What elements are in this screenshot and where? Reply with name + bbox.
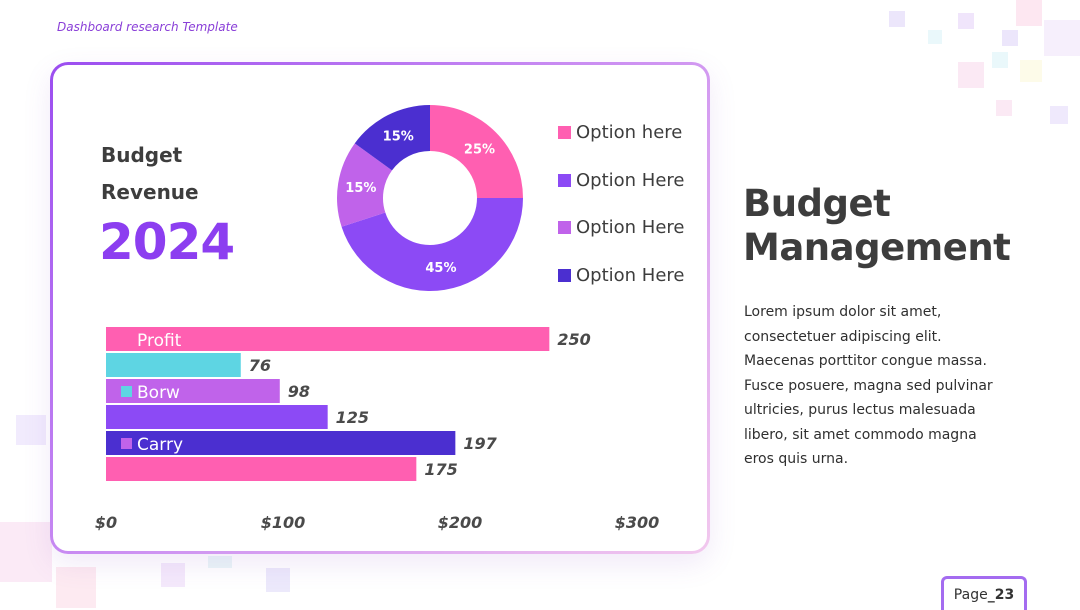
budget-label-line2: Revenue	[101, 180, 199, 204]
page-number: _23	[987, 586, 1015, 603]
donut-chart: 25% 45% 15% 15%	[337, 105, 523, 291]
legend-label: Option Here	[576, 264, 685, 286]
budget-label-line1: Budget	[101, 143, 183, 167]
bar-value-label: 197	[463, 434, 497, 453]
dashboard-card: Budget Revenue 2024 Option here Option H…	[50, 62, 710, 554]
body-paragraph: Lorem ipsum dolor sit amet, consectetuer…	[744, 304, 993, 467]
bar-value-label: 76	[249, 356, 271, 375]
bar-label-marker	[121, 386, 132, 397]
decorative-square	[16, 415, 46, 445]
donut-slice	[430, 105, 523, 198]
donut-slice	[337, 143, 392, 227]
donut-slice-label: 25%	[464, 143, 495, 158]
bar	[106, 327, 550, 351]
decorative-square	[928, 30, 942, 44]
donut-slice-label: 45%	[425, 261, 456, 276]
bar-value-label: 125	[336, 408, 369, 427]
decorative-square	[992, 52, 1008, 68]
bar-inline-label: Profit	[137, 331, 182, 351]
main-title: Budget Management	[743, 182, 1011, 270]
main-title-line1: Budget	[743, 182, 891, 225]
bar-inline-label: Borw	[137, 383, 180, 403]
legend-swatch	[558, 268, 571, 282]
legend-item: Option here	[558, 109, 684, 157]
donut-legend: Option here Option Here Option Here Opti…	[558, 109, 684, 299]
decorative-square	[208, 556, 232, 568]
decorative-square	[56, 567, 96, 608]
bar	[106, 353, 241, 377]
decorative-square	[958, 62, 984, 88]
donut-slice	[341, 198, 523, 291]
decorative-square	[1020, 60, 1042, 82]
legend-label: Option Here	[576, 169, 685, 191]
bar-inline-label: Carry	[137, 435, 183, 455]
decorative-square	[1002, 30, 1018, 46]
bar	[106, 379, 280, 403]
year-value: 2024	[99, 213, 235, 271]
decorative-square	[1044, 20, 1080, 56]
legend-label: Option Here	[576, 217, 685, 239]
bar-value-label: 175	[424, 460, 457, 479]
legend-item: Option Here	[558, 252, 684, 300]
legend-item: Option Here	[558, 204, 684, 252]
donut-slice-label: 15%	[383, 130, 414, 145]
decorative-square	[266, 568, 290, 592]
decorative-square	[889, 11, 905, 27]
legend-swatch	[558, 221, 571, 235]
x-tick-label: $100	[261, 513, 306, 532]
bar	[106, 405, 328, 429]
bar-value-label: 250	[557, 330, 590, 349]
budget-revenue-label: Budget Revenue	[101, 137, 199, 211]
decorative-square	[0, 522, 52, 582]
x-tick-label: $0	[95, 513, 117, 532]
bar-value-label: 98	[288, 382, 310, 401]
legend-swatch	[558, 173, 571, 187]
template-label: Dashboard research Template	[57, 20, 238, 34]
decorative-square	[1050, 106, 1068, 124]
bar	[106, 457, 417, 481]
page-number-badge: Page _23	[941, 576, 1027, 610]
legend-label: Option here	[576, 122, 683, 144]
decorative-square	[1016, 0, 1042, 26]
dashboard-card-content: Budget Revenue 2024 Option here Option H…	[53, 65, 707, 551]
bar-chart: 250 76 98 125 197 175 Profit Borw Carry $0 $100 $20…	[95, 327, 660, 532]
legend-item: Option Here	[558, 157, 684, 205]
donut-slice	[354, 105, 430, 171]
x-tick-label: $300	[615, 513, 660, 532]
bar	[106, 431, 456, 455]
decorative-square	[161, 563, 185, 587]
donut-slice-label: 15%	[345, 181, 376, 196]
main-title-line2: Management	[743, 226, 1011, 269]
x-tick-label: $200	[438, 513, 483, 532]
legend-swatch	[558, 126, 571, 140]
page-prefix: Page	[953, 586, 988, 603]
decorative-square	[996, 100, 1012, 116]
decorative-square	[958, 13, 974, 29]
bar-label-marker	[121, 438, 132, 449]
